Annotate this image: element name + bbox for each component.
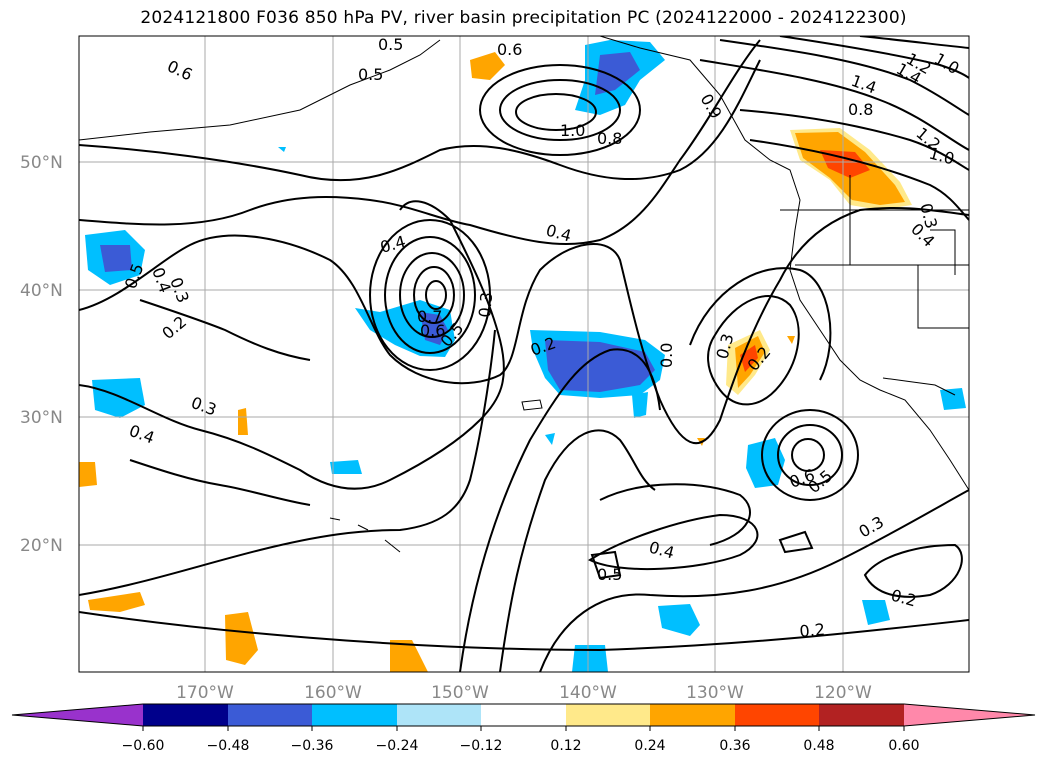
lat-labels: 50°N 40°N 30°N 20°N xyxy=(20,153,63,556)
contour-label: 0.6 xyxy=(497,40,522,59)
lon-label: 140°W xyxy=(559,683,617,703)
colorbar-tick-label: −0.12 xyxy=(460,738,503,754)
contour-label: 0.5 xyxy=(597,565,622,584)
pv-contours xyxy=(79,36,969,672)
contour-label: 0.6 xyxy=(420,321,445,340)
contour-label: 0.5 xyxy=(378,35,403,54)
contour-label: 0.5 xyxy=(358,65,383,84)
colorbar-bin xyxy=(481,704,566,726)
colorbar-tick-label: −0.36 xyxy=(291,738,334,754)
contour-label: 0.2 xyxy=(799,620,826,641)
colorbar-bin xyxy=(650,704,735,726)
colorbar-tick-label: 0.36 xyxy=(719,738,750,754)
lon-label: 160°W xyxy=(304,683,362,703)
contour-label: 1.0 xyxy=(560,121,585,140)
colorbar: −0.60 −0.48 −0.36 −0.24 −0.12 0.12 0.24 … xyxy=(11,703,1036,754)
colorbar-under-arrow xyxy=(12,704,143,726)
colorbar-tick-label: 0.48 xyxy=(803,738,834,754)
contour-label: 0.0 xyxy=(657,343,676,368)
map-frame xyxy=(78,35,970,673)
map-title: 2024121800 F036 850 hPa PV, river basin … xyxy=(140,8,907,28)
colorbar-tick-label: 0.60 xyxy=(888,738,919,754)
colorbar-bin xyxy=(397,704,481,726)
lat-label: 20°N xyxy=(20,536,63,556)
lon-label: 120°W xyxy=(814,683,872,703)
contour-label: 0.8 xyxy=(848,100,873,119)
lat-label: 30°N xyxy=(20,408,63,428)
colorbar-tick-label: −0.60 xyxy=(122,738,165,754)
colorbar-bin xyxy=(228,704,312,726)
lon-label: 130°W xyxy=(686,683,744,703)
contour-label: 0.3 xyxy=(475,291,496,318)
lon-labels: 170°W 160°W 150°W 140°W 130°W 120°W xyxy=(176,683,872,703)
colorbar-bin xyxy=(735,704,819,726)
colorbar-tick-label: 0.12 xyxy=(550,738,581,754)
colorbar-bin xyxy=(819,704,904,726)
colorbar-bin xyxy=(312,704,397,726)
colorbar-bin xyxy=(566,704,650,726)
lon-label: 170°W xyxy=(176,683,234,703)
coastlines xyxy=(79,36,969,553)
contour-label: 0.7 xyxy=(417,307,442,326)
colorbar-over-arrow xyxy=(904,704,1035,726)
colorbar-tick-label: 0.24 xyxy=(634,738,665,754)
lon-label: 150°W xyxy=(431,683,489,703)
lat-label: 40°N xyxy=(20,281,63,301)
colorbar-tick-label: −0.48 xyxy=(207,738,250,754)
lat-label: 50°N xyxy=(20,153,63,173)
contour-label: 0.8 xyxy=(597,129,622,148)
colorbar-tick-label: −0.24 xyxy=(376,738,419,754)
colorbar-bin xyxy=(143,704,228,726)
graticule xyxy=(79,36,969,672)
